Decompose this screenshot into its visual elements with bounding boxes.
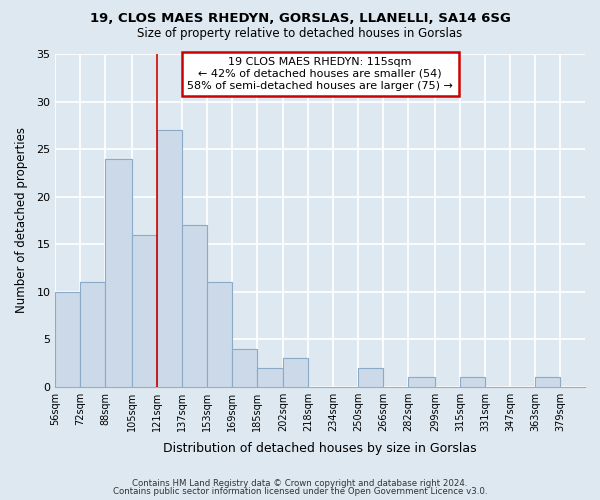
Text: Contains public sector information licensed under the Open Government Licence v3: Contains public sector information licen…: [113, 487, 487, 496]
Bar: [283, 358, 308, 386]
Y-axis label: Number of detached properties: Number of detached properties: [15, 128, 28, 314]
Bar: [157, 130, 182, 386]
Bar: [132, 234, 157, 386]
Bar: [207, 282, 232, 387]
Bar: [106, 158, 132, 386]
Bar: [358, 368, 383, 386]
Bar: [80, 282, 106, 387]
Text: 19, CLOS MAES RHEDYN, GORSLAS, LLANELLI, SA14 6SG: 19, CLOS MAES RHEDYN, GORSLAS, LLANELLI,…: [89, 12, 511, 26]
Bar: [182, 225, 207, 386]
Bar: [55, 292, 80, 386]
X-axis label: Distribution of detached houses by size in Gorslas: Distribution of detached houses by size …: [163, 442, 477, 455]
Bar: [409, 377, 435, 386]
Bar: [232, 348, 257, 387]
Bar: [460, 377, 485, 386]
Text: Contains HM Land Registry data © Crown copyright and database right 2024.: Contains HM Land Registry data © Crown c…: [132, 478, 468, 488]
Text: Size of property relative to detached houses in Gorslas: Size of property relative to detached ho…: [137, 28, 463, 40]
Text: 19 CLOS MAES RHEDYN: 115sqm
← 42% of detached houses are smaller (54)
58% of sem: 19 CLOS MAES RHEDYN: 115sqm ← 42% of det…: [187, 58, 453, 90]
Bar: [535, 377, 560, 386]
Bar: [257, 368, 283, 386]
